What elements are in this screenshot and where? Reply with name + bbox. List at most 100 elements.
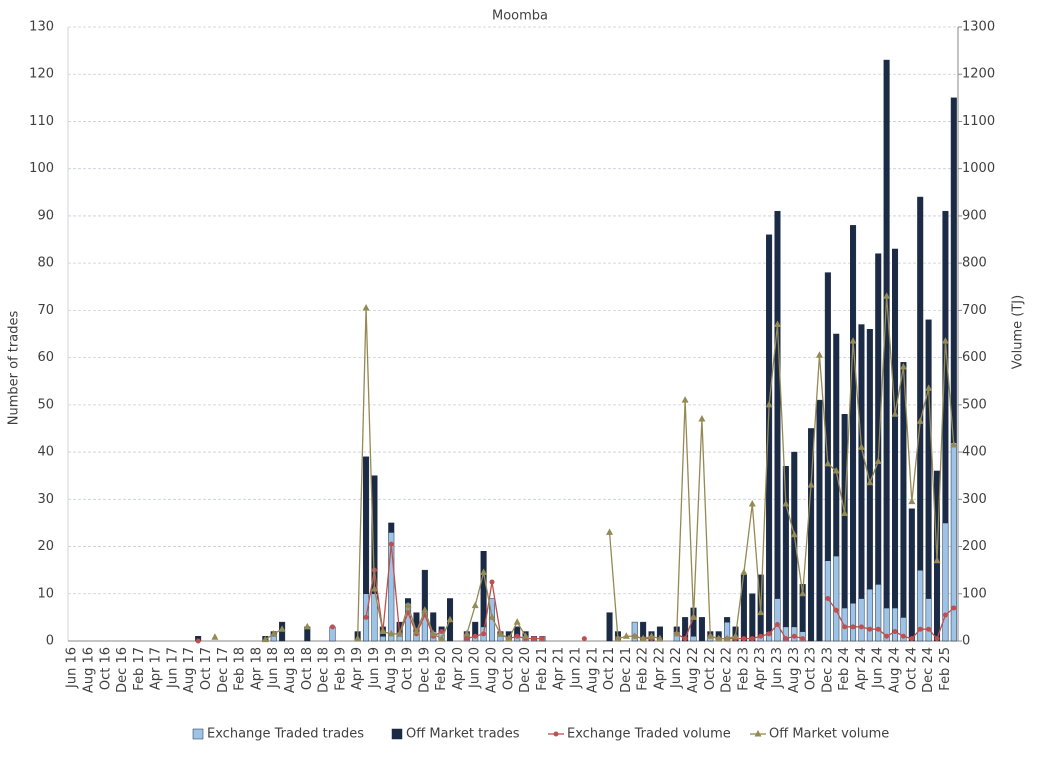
y-axis-label: Number of trades — [7, 311, 22, 426]
legend-label: Exchange Traded volume — [567, 727, 731, 742]
x-tick-label: Feb 21 — [535, 647, 550, 691]
x-tick-label: Aug 18 — [283, 647, 298, 693]
y2-tick-label: 700 — [962, 303, 987, 318]
bar — [917, 196, 924, 571]
y-tick-label: 90 — [37, 208, 54, 223]
marker — [782, 500, 790, 507]
marker — [774, 621, 780, 627]
marker — [874, 457, 882, 465]
marker — [496, 629, 504, 637]
x-tick-label: Apr 22 — [652, 647, 667, 690]
marker — [606, 528, 614, 535]
marker — [850, 624, 856, 630]
marker — [673, 629, 681, 637]
bar — [942, 210, 949, 524]
bar — [808, 428, 815, 642]
x-tick-label: Jun 18 — [266, 647, 281, 689]
bar — [363, 456, 370, 595]
legend-label: Off Market volume — [769, 727, 889, 742]
marker — [916, 417, 924, 424]
bar — [925, 598, 932, 642]
bar — [950, 97, 957, 443]
y2-tick-label: 400 — [962, 445, 987, 460]
x-tick-label: Apr 18 — [249, 647, 264, 690]
marker — [883, 292, 891, 299]
marker — [841, 509, 849, 516]
marker — [363, 614, 369, 620]
marker — [732, 632, 739, 639]
marker — [934, 636, 940, 642]
marker — [900, 633, 906, 639]
marker — [648, 632, 656, 639]
marker — [757, 608, 765, 616]
marker — [884, 633, 890, 639]
x-tick-label: Jun 17 — [165, 647, 180, 689]
y-tick-label: 110 — [29, 114, 54, 129]
bar — [371, 475, 378, 595]
x-tick-label: Feb 23 — [736, 647, 751, 691]
y-tick-label: 130 — [29, 20, 54, 35]
marker — [891, 410, 899, 417]
marker — [899, 363, 907, 370]
x-tick-label: Apr 21 — [552, 647, 567, 690]
bar — [892, 248, 899, 609]
marker — [791, 633, 797, 639]
marker — [505, 634, 513, 642]
marker — [892, 629, 898, 635]
x-tick-label: Oct 23 — [804, 647, 819, 690]
y-tick-label: 10 — [37, 586, 54, 601]
bar — [816, 399, 823, 642]
x-tick-label: Feb 22 — [636, 647, 651, 691]
x-tick-label: Jun 19 — [367, 647, 382, 689]
marker — [857, 443, 865, 450]
x-tick-label: Apr 24 — [854, 647, 869, 690]
marker — [741, 636, 747, 642]
marker — [765, 400, 773, 408]
marker — [631, 632, 639, 639]
marker — [690, 613, 698, 620]
marker — [522, 632, 530, 639]
bar — [858, 598, 865, 642]
x-tick-label: Aug 21 — [585, 647, 600, 693]
x-tick-label: Feb 19 — [333, 647, 348, 691]
marker — [766, 631, 772, 637]
bar — [892, 607, 899, 642]
x-tick-label: Apr 23 — [753, 647, 768, 690]
x-tick-label: Aug 17 — [182, 647, 197, 693]
x-tick-label: Aug 19 — [384, 647, 399, 693]
x-tick-label: Jun 21 — [568, 647, 583, 689]
marker — [303, 622, 311, 630]
marker — [800, 636, 806, 642]
x-tick-label: Jun 24 — [871, 647, 886, 689]
marker — [639, 634, 647, 642]
bar — [908, 508, 915, 642]
bar — [405, 602, 412, 642]
bar — [833, 333, 840, 557]
marker — [832, 466, 840, 474]
bar — [858, 324, 865, 599]
marker — [480, 568, 488, 576]
bar — [866, 329, 873, 590]
marker — [614, 634, 622, 642]
x-tick-label: Dec 20 — [518, 647, 533, 693]
x-tick-label: Jun 23 — [770, 647, 785, 689]
y2-tick-label: 1000 — [962, 161, 995, 176]
bar — [942, 522, 949, 642]
marker — [195, 638, 201, 644]
marker — [379, 627, 387, 635]
marker — [404, 601, 412, 609]
x-tick-label: Dec 17 — [216, 647, 231, 693]
marker — [471, 601, 479, 609]
legend-label: Off Market trades — [406, 727, 520, 742]
marker — [849, 337, 857, 344]
y-tick-label: 80 — [37, 256, 54, 271]
y2-tick-label: 300 — [962, 492, 987, 507]
x-tick-label: Oct 24 — [904, 647, 919, 690]
bar — [799, 584, 806, 632]
marker — [909, 636, 915, 642]
x-tick-label: Dec 19 — [417, 647, 432, 693]
marker — [481, 631, 487, 637]
marker — [681, 396, 689, 403]
marker — [758, 633, 764, 639]
y2-tick-label: 0 — [962, 634, 970, 649]
